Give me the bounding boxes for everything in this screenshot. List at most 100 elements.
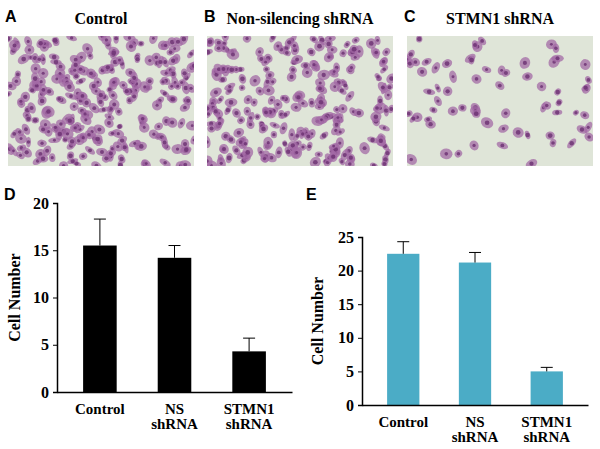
cell-nucleus [270, 99, 273, 102]
cell-nucleus [485, 68, 488, 71]
cell [374, 134, 388, 148]
cell-nucleus [8, 36, 10, 40]
cell [95, 89, 107, 102]
cell [329, 67, 339, 76]
y-tick-mark [53, 345, 57, 346]
cell [315, 84, 325, 93]
cell [65, 36, 77, 42]
cell-nucleus [472, 144, 475, 147]
cell [14, 127, 25, 138]
cell [315, 83, 329, 96]
cell-nucleus [40, 142, 43, 145]
cell [160, 69, 173, 78]
cell [8, 38, 22, 54]
cell [332, 105, 341, 114]
cell [535, 80, 548, 93]
cell [97, 106, 110, 114]
cell-nucleus [295, 134, 299, 138]
cell-nucleus [42, 72, 45, 75]
cell-nucleus [53, 139, 56, 142]
panel-title: Non-silencing shRNA [226, 10, 374, 28]
cell [423, 88, 436, 96]
cell [549, 138, 558, 148]
cell-nucleus [317, 153, 320, 156]
cell-nucleus [193, 139, 194, 142]
cell [440, 148, 453, 159]
cell-nucleus [265, 68, 268, 71]
cell-nucleus [425, 60, 429, 64]
cell [415, 65, 429, 79]
cell-nucleus [34, 67, 37, 70]
cell-nucleus [208, 40, 212, 44]
cell [153, 121, 165, 132]
bar-chart: E0510152025ControlNSshRNASTMN1shRNACell … [306, 186, 589, 445]
cell-nucleus [580, 127, 584, 131]
cell [179, 159, 192, 166]
y-tick: 0 [41, 384, 57, 401]
cell [381, 47, 392, 58]
cell [188, 60, 194, 71]
cell [268, 77, 278, 87]
cell [55, 94, 68, 105]
cell-nucleus [51, 156, 54, 159]
y-axis: 05101520 [33, 195, 58, 401]
cell-nucleus [69, 94, 73, 98]
error-bar-cap [94, 219, 106, 220]
error-bar-cap [469, 252, 481, 253]
cell-nucleus [475, 77, 479, 81]
cell-nucleus [312, 37, 316, 41]
cell [511, 125, 525, 139]
cell-nucleus [148, 59, 151, 62]
bar-chart: D05101520ControlNSshRNASTMN1shRNACell Nu… [4, 186, 293, 432]
cell [8, 144, 20, 158]
cell [260, 57, 271, 68]
cell-nucleus [469, 58, 474, 63]
cell [134, 55, 141, 63]
cell [262, 136, 274, 150]
cell-nucleus [516, 130, 521, 135]
y-axis-line [358, 238, 363, 406]
cell-nucleus [125, 89, 129, 93]
panel-letter: B [204, 8, 216, 25]
cell-nucleus [389, 76, 393, 80]
cell-nucleus [170, 121, 174, 125]
cell [329, 151, 338, 162]
cell-nucleus [343, 153, 347, 157]
image-background [8, 36, 194, 166]
cell-nucleus [111, 51, 116, 56]
cell-nucleus [12, 149, 15, 152]
cell-nucleus [82, 136, 85, 139]
cell-nucleus [258, 50, 261, 53]
cell [453, 149, 463, 159]
cell [150, 98, 164, 112]
cell-nucleus [389, 107, 393, 111]
y-tick: 15 [33, 242, 57, 259]
plot-area [83, 219, 266, 392]
image-panel: CSTMN1 shRNA [402, 8, 596, 170]
cell [369, 110, 383, 123]
cell-nucleus [545, 104, 548, 107]
cell-nucleus [378, 99, 382, 103]
cell-nucleus [317, 44, 322, 49]
cell-nucleus [587, 135, 591, 139]
cell [227, 65, 237, 75]
cell-nucleus [111, 132, 114, 135]
cell [140, 157, 153, 166]
cell [353, 108, 365, 119]
cell-nucleus [241, 86, 244, 89]
cell-nucleus [157, 125, 160, 128]
cell-nucleus [286, 150, 290, 154]
cell-nucleus [84, 101, 88, 105]
cell-nucleus [109, 107, 113, 111]
cell [207, 109, 214, 120]
cell [282, 48, 292, 57]
x-tick-label: NSshRNA [151, 401, 198, 433]
cell [346, 62, 357, 73]
cell [386, 104, 393, 115]
cell [160, 136, 168, 149]
y-tick-mark [53, 298, 57, 299]
cell-nucleus [57, 97, 61, 101]
cell-nucleus [291, 68, 295, 72]
cell [51, 73, 63, 84]
cell [88, 80, 100, 92]
